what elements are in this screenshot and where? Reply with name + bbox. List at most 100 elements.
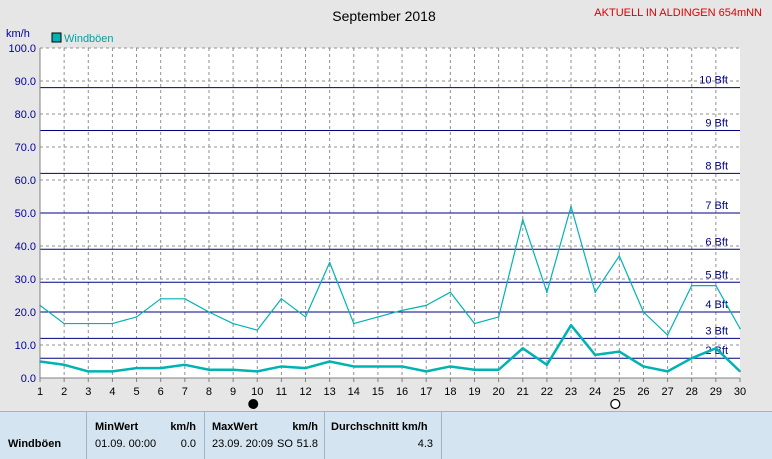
data-point-max [497,316,500,318]
x-tick-label: 16 [396,386,408,398]
bft-label: 4 Bft [705,299,728,311]
legend-swatch [51,32,62,43]
data-point-avg [184,364,186,366]
data-point-avg [63,364,65,366]
stats-avg-cell: Durchschnitt km/h 4.3 [325,412,442,459]
data-point-avg [642,365,645,368]
x-tick-label: 9 [230,386,236,398]
data-point-max [377,316,379,318]
stats-label-cell: Windböen [0,412,87,459]
x-tick-label: 1 [37,386,43,398]
y-unit-label: km/h [6,28,30,40]
data-point-avg [521,347,524,350]
x-tick-label: 21 [517,386,529,398]
avg-value: 4.3 [417,438,433,450]
data-point-max [328,261,331,264]
data-point-avg [425,370,428,373]
data-point-max [135,316,138,318]
stats-panel: Windböen MinWert km/h 01.09. 00:00 0.0 M… [0,411,772,459]
data-point-max [208,311,210,313]
y-tick-label: 80.0 [15,109,36,121]
bft-label: 9 Bft [705,118,728,130]
data-point-avg [473,368,476,371]
stats-row-label: Windböen [8,438,62,450]
y-tick-label: 20.0 [15,307,36,319]
x-tick-label: 14 [348,386,360,398]
data-point-avg [497,368,500,371]
data-point-max [642,311,645,313]
stats-max-cell: MaxWert km/h 23.09. 20:09 SO 51.8 [205,412,325,459]
data-point-max [546,291,548,294]
x-tick-label: 6 [158,386,164,398]
data-point-avg [377,365,379,368]
x-tick-label: 30 [734,386,746,398]
data-point-avg [232,368,234,371]
station-label: AKTUELL IN ALDINGEN 654mNN [594,7,762,19]
x-tick-label: 22 [541,386,553,398]
chart-title: September 2018 [332,8,436,24]
data-point-max [618,255,621,257]
minwert-header: MinWert [95,421,139,433]
data-point-avg [546,364,548,366]
y-tick-label: 40.0 [15,241,36,253]
x-tick-label: 20 [492,386,504,398]
stats-min-cell: MinWert km/h 01.09. 00:00 0.0 [87,412,205,459]
data-point-avg [594,354,596,356]
data-point-max [570,205,572,208]
y-tick-label: 60.0 [15,175,36,187]
max-unit-header: km/h [292,421,318,433]
x-tick-label: 13 [324,386,336,398]
data-point-max [715,284,717,287]
bft-label: 10 Bft [699,75,728,87]
data-point-avg [87,370,90,373]
data-point-avg [739,370,741,373]
min-value: 0.0 [180,438,196,450]
durchschnitt-header: Durchschnitt km/h [331,421,428,433]
data-point-avg [111,370,114,373]
x-tick-label: 24 [589,386,601,398]
data-point-max [280,298,283,300]
x-tick-label: 4 [109,386,115,398]
x-tick-label: 17 [420,386,432,398]
data-point-avg [304,367,307,369]
y-tick-label: 100.0 [8,43,36,55]
data-point-max [232,322,234,325]
x-tick-label: 25 [613,386,625,398]
new-moon-icon [248,399,259,409]
x-tick-label: 15 [372,386,384,398]
data-point-max [184,298,186,300]
data-point-max [690,284,693,287]
x-tick-label: 7 [182,386,188,398]
data-point-avg [570,324,572,327]
data-point-avg [208,368,210,371]
x-tick-label: 27 [661,386,673,398]
data-point-max [449,291,452,294]
data-point-max [739,327,741,330]
x-tick-label: 28 [686,386,698,398]
x-tick-label: 12 [299,386,311,398]
x-tick-label: 3 [85,386,91,398]
data-point-avg [715,347,717,350]
y-tick-label: 0.0 [21,373,36,385]
min-unit-header: km/h [170,421,196,433]
x-tick-label: 18 [444,386,456,398]
data-point-avg [328,360,331,363]
data-point-avg [135,367,138,369]
y-tick-label: 50.0 [15,208,36,220]
series-line-max [39,205,741,336]
x-tick-label: 10 [251,386,263,398]
x-tick-label: 11 [276,386,287,398]
data-point-avg [449,365,452,368]
data-point-max [425,304,428,307]
full-moon-icon [610,398,621,410]
x-tick-label: 29 [710,386,722,398]
data-point-max [473,322,476,325]
x-tick-label: 2 [61,386,67,398]
bft-label: 6 Bft [705,236,728,248]
data-point-avg [256,370,259,373]
data-point-max [401,309,403,312]
x-tick-label: 19 [468,386,480,398]
legend-label: Windböen [64,33,114,45]
data-point-max [159,298,162,300]
